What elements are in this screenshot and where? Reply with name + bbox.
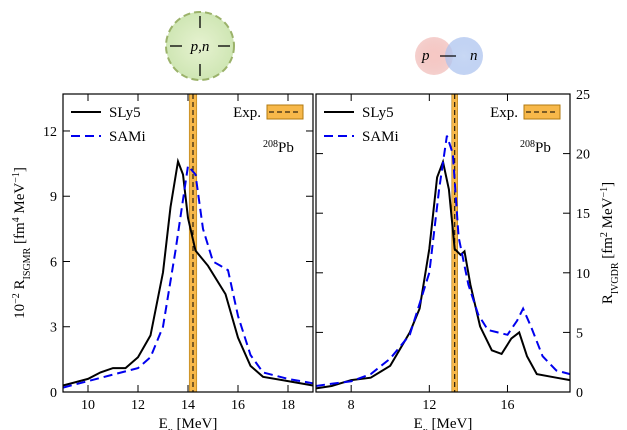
y-tick-label: 15 [576, 207, 590, 222]
monopole-icon: p,n [165, 11, 235, 81]
annotation: 208Pb [263, 139, 294, 157]
y-tick-label: 3 [50, 321, 57, 336]
label-part: −2 [11, 293, 22, 304]
label-part: [fm [12, 222, 28, 248]
label-part: x [168, 426, 173, 430]
x-tick-label: 12 [422, 398, 436, 413]
legend-label: SAMi [109, 129, 146, 145]
y-tick-label: 0 [576, 386, 583, 401]
label-part: 208 [263, 139, 278, 150]
x-tick-label: 10 [81, 398, 95, 413]
y-tick-label: 6 [50, 255, 57, 270]
label-part: −1 [11, 172, 22, 183]
label-part: ISGMR [22, 247, 33, 279]
x-axis-label: Ex [MeV] [414, 416, 473, 430]
y-tick-label: 20 [576, 148, 590, 163]
label-part: 2 [599, 232, 610, 237]
label-part: R [12, 279, 28, 293]
label-part: E [159, 416, 168, 430]
label-part: IVGDR [610, 262, 621, 294]
legend-label: SAMi [362, 129, 399, 145]
label-part: E [414, 416, 423, 430]
x-tick-label: 12 [131, 398, 145, 413]
y-axis-label: RIVGDR [fm2 MeV−1] [599, 182, 621, 304]
y-tick-label: 10 [576, 267, 590, 282]
label-part: Pb [535, 140, 551, 156]
exp-label: Exp. [490, 105, 518, 121]
x-axis-label: Ex [MeV] [159, 416, 218, 430]
exp-label: Exp. [233, 105, 261, 121]
label-part: 208 [520, 139, 535, 150]
annotation: 208Pb [520, 139, 551, 157]
series-line [315, 158, 571, 390]
icon-label: p,n [190, 39, 210, 55]
label-part: [fm [600, 237, 616, 263]
series-line [315, 135, 571, 387]
proton-label: p [421, 48, 430, 64]
neutron-label: n [470, 48, 478, 64]
y-tick-label: 12 [43, 125, 57, 140]
label-part: MeV [600, 197, 616, 232]
dipole-icon: p n [415, 37, 483, 75]
x-tick-label: 16 [231, 398, 245, 413]
label-part: Pb [278, 140, 294, 156]
x-tick-label: 18 [281, 398, 295, 413]
x-tick-label: 14 [181, 398, 195, 413]
label-part: −1 [599, 187, 610, 198]
legend-label: SLy5 [362, 105, 394, 121]
plot-frame [315, 93, 571, 393]
series-line [62, 163, 314, 389]
label-part: ] [600, 182, 616, 187]
label-part: MeV [12, 183, 28, 218]
legend-label: SLy5 [109, 105, 141, 121]
x-tick-label: 16 [500, 398, 514, 413]
label-part: 10 [12, 304, 28, 319]
label-part: 4 [11, 217, 22, 222]
label-part: ] [12, 167, 28, 172]
label-part: x [423, 426, 428, 430]
plot-frame [62, 93, 314, 393]
label-part: R [600, 294, 616, 304]
label-part: [MeV] [173, 416, 218, 430]
y-axis-label: 10−2 RISGMR [fm4 MeV−1] [11, 167, 33, 319]
y-tick-label: 9 [50, 190, 57, 205]
x-tick-label: 8 [348, 398, 355, 413]
label-part: [MeV] [428, 416, 473, 430]
y-tick-label: 25 [576, 88, 590, 103]
y-tick-label: 0 [50, 386, 57, 401]
y-tick-label: 5 [576, 326, 583, 341]
series-line [62, 157, 314, 387]
